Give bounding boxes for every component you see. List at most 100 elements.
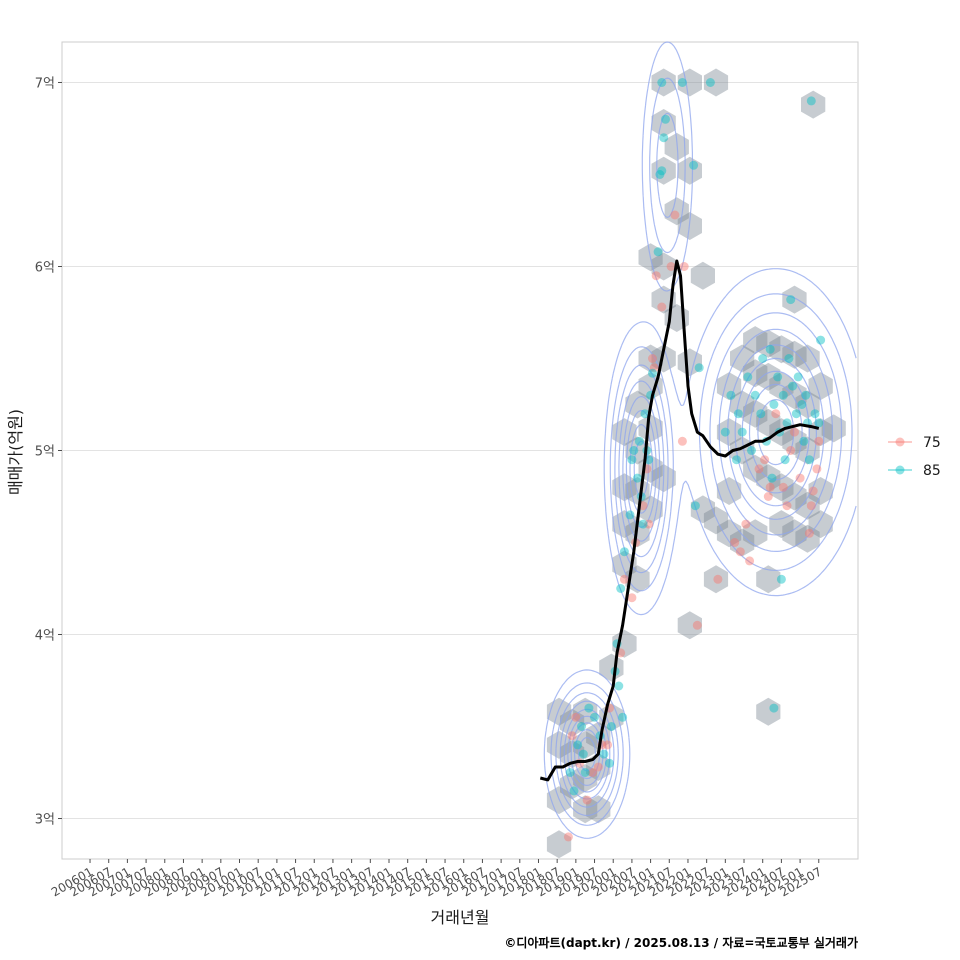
scatter-point-85 [657,78,667,87]
scatter-point-75 [627,593,637,603]
scatter-point-75 [563,832,573,842]
scatter-point-85 [743,372,753,382]
scatter-point-75 [808,486,818,496]
scatter-point-85 [634,436,644,446]
hexbin-cell [690,261,715,290]
scatter-point-85 [726,390,736,400]
scatter-point-85 [786,295,796,305]
scatter-point-75 [713,574,723,584]
scatter-point-75 [745,556,755,566]
scatter-point-85 [791,409,801,419]
scatter-point-85 [640,409,650,419]
scatter-point-85 [580,768,590,777]
scatter-point-85 [625,510,635,520]
scatter-point-85 [765,344,775,354]
scatter-point-85 [767,473,777,483]
scatter-point-85 [618,712,628,722]
hexbin-cell [782,381,807,410]
hexbin-cell [743,519,768,548]
hexbin-cell [782,519,807,548]
scatter-point-85 [638,519,648,529]
scatter-point-85 [661,114,670,124]
scatter-point-85 [720,427,730,437]
scatter-point-75 [679,262,689,271]
scatter-point-85 [747,446,756,455]
scatter-point-75 [741,519,751,529]
hexbin-cell [756,408,781,437]
scatter-point-75 [619,574,629,584]
scatter-point-75 [644,519,654,529]
scatter-point-75 [790,427,799,437]
hexbin-cell [703,506,729,535]
scatter-point-85 [573,740,583,750]
density-contour [574,383,803,780]
scatter-point-85 [577,722,586,731]
scatter-point-85 [797,400,807,409]
y-axis-title: 매매가(억원) [6,409,25,495]
density-contour [570,370,810,786]
scatter-point-85 [633,473,642,483]
density-contour [543,41,857,839]
hexbin-cell [821,414,846,443]
hexbin-cell [651,252,676,281]
scatter-point-75 [730,538,740,547]
hexbin-cell [795,524,820,553]
scatter-point-85 [689,160,699,170]
hexbin-cell [756,362,781,391]
scatter-point-85 [584,703,594,713]
plot-panel [61,41,859,860]
y-tick-label: 5억 [35,445,55,460]
scatter-point-85 [788,381,798,391]
scatter-point-75 [735,547,745,557]
legend-key-point [895,465,905,475]
hexbin-cell [560,708,585,737]
scatter-point-85 [705,78,715,87]
scatter-point-85 [773,372,783,382]
scatter-point-85 [655,170,665,179]
scatter-point-85 [782,418,792,428]
scatter-point-75 [812,464,822,474]
legend-label: 85 [923,463,941,479]
scatter-point-75 [582,795,592,805]
trend-line [539,259,820,782]
scatter-point-85 [776,574,786,584]
scatter-point-75 [771,409,781,419]
y-tick-label: 7억 [35,76,55,91]
hexbin-cell [782,285,807,314]
scatter-point-75 [806,501,816,511]
hexbin-cell [586,721,611,750]
scatter-point-85 [606,722,616,731]
hexbin-cell [730,344,755,373]
scatter-point-85 [565,768,575,777]
scatter-point-75 [765,482,775,492]
scatter-point-85 [659,133,669,143]
hexbin-cell [573,697,598,726]
scatter-point-85 [569,786,579,796]
scatter-point-75 [567,731,577,741]
scatter-point-75 [571,712,581,722]
scatter-point-75 [754,464,764,474]
hexbin-cell [756,565,781,594]
hexbin-cell [743,399,768,428]
scatter-point-85 [590,712,599,722]
scatter-point-75 [786,446,796,455]
hexbin-cell [808,418,833,447]
hexbin-cell [638,414,663,443]
scatter-point-75 [603,740,613,750]
scatter-point-75 [593,762,603,772]
density-contour [550,77,853,826]
scatter-point-85 [578,749,588,759]
scatter-point-85 [653,247,663,257]
hexbin-cell [677,611,702,640]
scatter-point-75 [657,302,667,312]
scatter-point-85 [737,427,747,437]
scatter-point-85 [619,547,629,557]
hexbin-cell [756,697,781,726]
scatter-point-75 [778,482,788,492]
y-tick-label: 6억 [35,260,55,275]
hexbin-cell [756,329,781,358]
hexbin-cell [703,68,729,97]
density-contour [559,328,833,808]
scatter-point-75 [795,473,805,483]
scatter-point-85 [629,446,639,455]
